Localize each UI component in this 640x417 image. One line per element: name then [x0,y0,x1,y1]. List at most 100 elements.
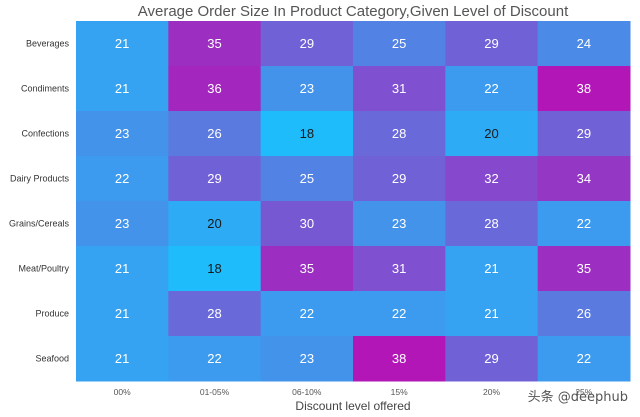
cell-value-label: 21 [484,306,498,321]
cell-value-label: 29 [484,351,498,366]
heatmap-cell [445,201,539,247]
y-tick-label: Condiments [21,84,70,94]
cell-value-label: 20 [484,126,498,141]
heatmap-cell [76,21,169,67]
heatmap-cell [353,111,446,157]
heatmap-cell [168,201,262,247]
heatmap-cell [353,291,446,337]
cell-value-label: 18 [207,261,221,276]
cell-value-label: 21 [484,261,498,276]
heatmap-cell [76,201,169,247]
cell-value-label: 23 [115,126,129,141]
heatmap-cell [260,201,354,247]
heatmap-cell [260,156,354,202]
cell-value-label: 22 [115,171,129,186]
heatmap-cell [76,291,169,337]
heatmap-cell [445,291,539,337]
cell-value-label: 35 [207,36,221,51]
heatmap-cell [168,246,262,292]
cell-value-label: 34 [577,171,591,186]
x-tick-label: 01-05% [200,387,230,397]
heatmap-cell [445,336,539,382]
y-tick-label: Produce [35,309,69,319]
cell-value-label: 18 [300,126,314,141]
cell-value-label: 30 [300,216,314,231]
y-tick-label: Dairy Products [10,174,70,184]
x-axis-tick-labels: 00% 01-05% 06-10% 15% 20% 25% [114,387,593,397]
heatmap-cell [76,111,169,157]
cell-value-label: 26 [577,306,591,321]
heatmap-cell [537,156,631,202]
heatmap-cell [260,66,354,112]
cell-value-label: 28 [392,126,406,141]
y-tick-label: Confections [21,129,69,139]
cell-value-label: 23 [300,81,314,96]
heatmap-cell [76,336,169,382]
heatmap-cell [168,336,262,382]
heatmap-cell [76,156,169,202]
cell-value-label: 31 [392,261,406,276]
cell-value-label: 23 [392,216,406,231]
heatmap-cell [353,156,446,202]
heatmap-cell [353,66,446,112]
heatmap-cell [168,111,262,157]
cell-value-label: 23 [300,351,314,366]
heatmap-cell [537,66,631,112]
cell-value-label: 23 [115,216,129,231]
heatmap-cell [537,291,631,337]
chart-title: Average Order Size In Product Category,G… [138,3,569,20]
heatmap-cell [260,111,354,157]
heatmap-cell [353,246,446,292]
heatmap-cell [353,201,446,247]
cell-value-label: 29 [484,36,498,51]
heatmap-cell [353,336,446,382]
x-tick-label: 00% [114,387,131,397]
watermark: 头条 @deephub [527,390,628,405]
heatmap-cell [260,21,354,67]
y-tick-label: Grains/Cereals [9,219,70,229]
y-tick-label: Beverages [26,39,70,49]
cell-value-label: 21 [115,36,129,51]
cell-value-label: 32 [484,171,498,186]
cell-value-label: 22 [207,351,221,366]
cell-value-label: 25 [300,171,314,186]
cell-value-label: 21 [115,261,129,276]
cell-value-label: 25 [392,36,406,51]
heatmap-cell [76,66,169,112]
cell-value-label: 21 [115,306,129,321]
cell-value-label: 22 [300,306,314,321]
heatmap-cell [445,246,539,292]
cell-value-label: 22 [577,216,591,231]
y-tick-label: Seafood [35,354,69,364]
heatmap-cell [168,291,262,337]
cell-value-label: 24 [577,36,591,51]
cell-value-label: 22 [484,81,498,96]
heatmap-cell [260,336,354,382]
y-axis-tick-labels: Beverages Condiments Confections Dairy Prod… [9,39,70,364]
cell-value-label: 38 [392,351,406,366]
cell-value-label: 21 [115,351,129,366]
x-tick-label: 15% [391,387,408,397]
heatmap-cell [168,21,262,67]
x-tick-label: 20% [483,387,500,397]
heatmap-cell [537,246,631,292]
x-tick-label: 06-10% [292,387,322,397]
cell-value-label: 21 [115,81,129,96]
cell-value-label: 35 [300,261,314,276]
heatmap-cell [168,156,262,202]
heatmap-cell [537,21,631,67]
cell-value-label: 28 [207,306,221,321]
y-tick-label: Meat/Poultry [18,264,69,274]
heatmap-cell [537,336,631,382]
heatmap-cell [445,66,539,112]
heatmap-cell [537,111,631,157]
heatmap-cell [76,246,169,292]
cell-value-label: 20 [207,216,221,231]
cell-value-label: 36 [207,81,221,96]
cell-value-label: 38 [577,81,591,96]
cell-value-label: 29 [577,126,591,141]
heatmap-cell [445,156,539,202]
cell-value-label: 31 [392,81,406,96]
cell-value-label: 26 [207,126,221,141]
